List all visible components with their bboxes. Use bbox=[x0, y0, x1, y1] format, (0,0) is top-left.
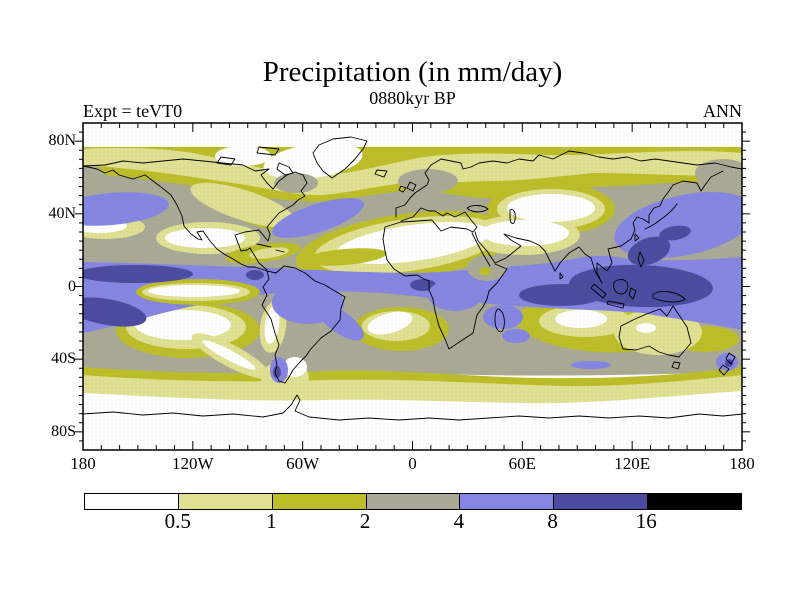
x-tick-label: 60E bbox=[508, 454, 537, 473]
colorbar-segment bbox=[85, 494, 178, 509]
stipple-texture bbox=[83, 123, 742, 450]
colorbar-segment bbox=[271, 494, 366, 509]
season-label: ANN bbox=[703, 101, 742, 121]
experiment-label: Expt = teVT0 bbox=[83, 101, 183, 121]
colorbar-labels: 0.5 1 2 4 8 16 bbox=[84, 509, 740, 535]
y-tick-label: 0 bbox=[68, 277, 76, 295]
coastlines bbox=[83, 136, 742, 421]
colorbar-legend bbox=[84, 493, 742, 510]
x-tick-label: 60W bbox=[286, 454, 320, 473]
colorbar-tick-label: 0.5 bbox=[164, 509, 191, 533]
colorbar-tick-label: 1 bbox=[266, 509, 277, 533]
x-tick-label: 120E bbox=[614, 454, 651, 473]
y-tick-label: 80N bbox=[48, 132, 76, 150]
axis-ticks bbox=[75, 123, 750, 450]
x-tick-label: 180 bbox=[70, 454, 96, 473]
page-title: Precipitation (in mm/day) bbox=[262, 56, 563, 88]
colorbar-tick-label: 8 bbox=[547, 509, 558, 533]
x-tick-label: 0 bbox=[408, 454, 417, 473]
y-tick-label: 40S bbox=[51, 350, 76, 368]
colorbar-segment bbox=[647, 494, 742, 509]
colorbar-tick-label: 4 bbox=[453, 509, 465, 533]
colorbar-segment bbox=[365, 494, 460, 509]
subtitle-time-label: 0880kyr BP bbox=[369, 88, 456, 108]
colorbar-segment bbox=[553, 494, 648, 509]
x-tick-label: 120W bbox=[172, 454, 214, 473]
colorbar-segment bbox=[177, 494, 272, 509]
contour-fills bbox=[83, 123, 742, 450]
y-tick-label: 80S bbox=[51, 422, 76, 440]
world-map-contour-plot bbox=[83, 123, 742, 450]
colorbar-segment bbox=[459, 494, 554, 509]
colorbar-tick-label: 16 bbox=[635, 509, 657, 533]
x-tick-label: 180 bbox=[729, 454, 755, 473]
y-tick-label: 40N bbox=[48, 204, 76, 222]
colorbar-tick-label: 2 bbox=[359, 509, 371, 533]
